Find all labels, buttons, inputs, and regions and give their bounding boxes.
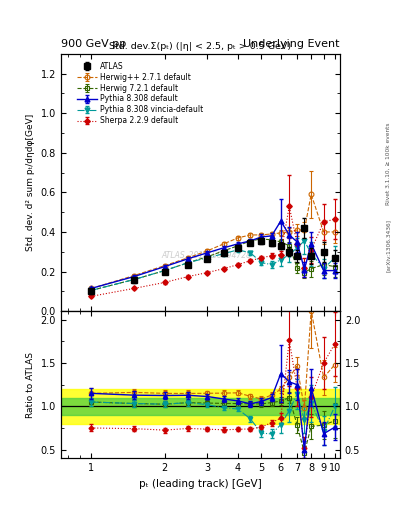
Text: 900 GeV pp: 900 GeV pp <box>61 38 126 49</box>
Y-axis label: Std. dev. d² sum pₜ/dηdφ[GeV]: Std. dev. d² sum pₜ/dηdφ[GeV] <box>26 114 35 251</box>
Y-axis label: Ratio to ATLAS: Ratio to ATLAS <box>26 352 35 418</box>
Text: [arXiv:1306.3436]: [arXiv:1306.3436] <box>386 219 391 272</box>
Text: ATLAS_2010_S8894728: ATLAS_2010_S8894728 <box>161 250 251 259</box>
X-axis label: pₜ (leading track) [GeV]: pₜ (leading track) [GeV] <box>139 479 262 488</box>
Title: Std. dev.Σ(pₜ) (|η| < 2.5, pₜ > 0.5 GeV): Std. dev.Σ(pₜ) (|η| < 2.5, pₜ > 0.5 GeV) <box>109 42 292 51</box>
Text: Rivet 3.1.10, ≥ 100k events: Rivet 3.1.10, ≥ 100k events <box>386 122 391 205</box>
Legend: ATLAS, Herwig++ 2.7.1 default, Herwig 7.2.1 default, Pythia 8.308 default, Pythi: ATLAS, Herwig++ 2.7.1 default, Herwig 7.… <box>76 60 204 127</box>
Text: Underlying Event: Underlying Event <box>243 38 340 49</box>
